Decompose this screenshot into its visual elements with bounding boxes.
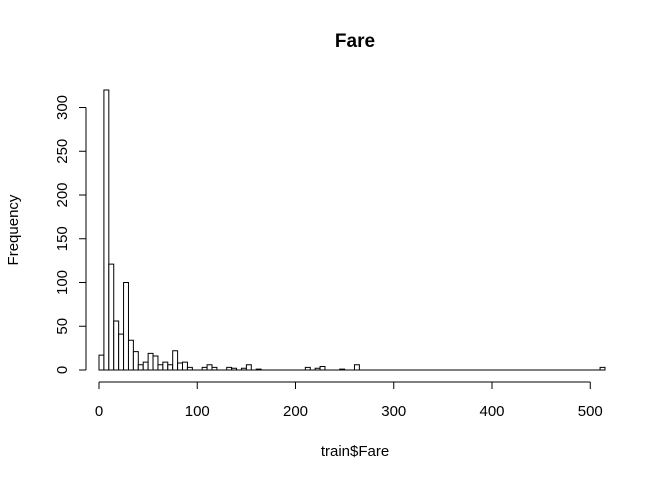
histogram-bar <box>152 355 159 371</box>
histogram-bar <box>103 89 110 371</box>
y-tick-label: 250 <box>54 139 71 164</box>
histogram-bar <box>177 362 184 371</box>
x-axis: 0 100 200 300 400 500 <box>95 381 603 420</box>
x-tick-label: 500 <box>578 403 603 420</box>
y-axis: 0 50 100 150 200 250 300 <box>54 95 87 374</box>
histogram-bar <box>123 282 129 371</box>
x-tick-label: 200 <box>283 403 308 420</box>
histogram-bar <box>137 364 144 371</box>
y-tick-label: 100 <box>54 270 71 295</box>
histogram-bar <box>118 333 125 371</box>
y-tick-label: 300 <box>54 95 71 120</box>
y-axis-label: Frequency <box>5 194 22 265</box>
y-tick-label: 200 <box>54 182 71 207</box>
chart-title: Fare <box>335 31 375 52</box>
y-tick-label: 50 <box>54 318 71 335</box>
histogram-bar <box>108 263 115 371</box>
x-tick-label: 0 <box>95 403 103 420</box>
x-tick-label: 400 <box>479 403 504 420</box>
histogram-bar <box>142 361 149 371</box>
histogram-bar <box>127 339 134 371</box>
x-axis-label: train$Fare <box>321 443 389 460</box>
histogram-bar <box>167 364 174 371</box>
histogram-bars <box>98 89 606 371</box>
histogram-bar <box>353 364 360 371</box>
histogram-bar <box>157 364 164 371</box>
histogram-bar <box>147 352 154 371</box>
histogram-bar <box>162 361 169 371</box>
x-tick-label: 300 <box>381 403 406 420</box>
histogram-bar <box>172 350 179 371</box>
histogram-bar <box>206 364 213 371</box>
histogram-bar <box>98 354 105 371</box>
histogram-bar <box>132 351 139 371</box>
y-tick-label: 150 <box>54 226 71 251</box>
histogram-bar <box>245 364 252 371</box>
histogram-bar <box>113 320 120 371</box>
y-tick-label: 0 <box>54 366 71 374</box>
x-tick-label: 100 <box>185 403 210 420</box>
histogram-bar <box>319 366 326 371</box>
histogram-bar <box>182 361 188 371</box>
